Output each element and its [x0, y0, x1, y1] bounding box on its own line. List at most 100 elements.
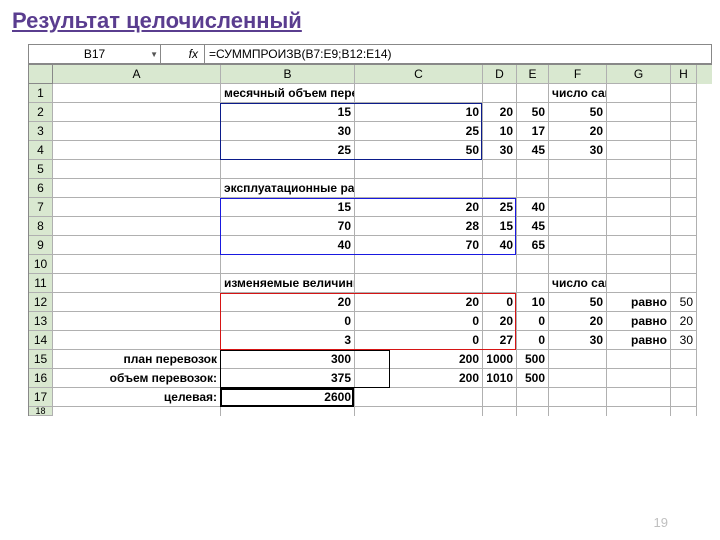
row-header-17[interactable]: 17: [29, 388, 53, 407]
cell-B2[interactable]: 15: [221, 103, 355, 122]
cell-F14[interactable]: 30: [549, 331, 607, 350]
col-header-A[interactable]: A: [53, 65, 221, 84]
cell-D15[interactable]: 1000: [483, 350, 517, 369]
cell-C11[interactable]: [355, 274, 483, 293]
cell-B4[interactable]: 25: [221, 141, 355, 160]
cell-H5[interactable]: [671, 160, 697, 179]
cell-E12[interactable]: 10: [517, 293, 549, 312]
cell-F2[interactable]: 50: [549, 103, 607, 122]
cell-H11[interactable]: [671, 274, 697, 293]
cell-A15[interactable]: план перевозок: [53, 350, 221, 369]
cell-A14[interactable]: [53, 331, 221, 350]
col-header-C[interactable]: C: [355, 65, 483, 84]
cell-A8[interactable]: [53, 217, 221, 236]
cell-A16[interactable]: объем перевозок:: [53, 369, 221, 388]
cell-H18[interactable]: [671, 407, 697, 416]
cell-D11[interactable]: [483, 274, 517, 293]
cell-G6[interactable]: [607, 179, 671, 198]
cell-F16[interactable]: [549, 369, 607, 388]
cell-G3[interactable]: [607, 122, 671, 141]
name-box-dropdown-icon[interactable]: ▼: [150, 50, 158, 59]
cell-E15[interactable]: 500: [517, 350, 549, 369]
cell-D16[interactable]: 1010: [483, 369, 517, 388]
cell-B11[interactable]: изменяемые величины: [221, 274, 355, 293]
cell-C7[interactable]: 20: [355, 198, 483, 217]
row-header-12[interactable]: 12: [29, 293, 53, 312]
cell-D6[interactable]: [483, 179, 517, 198]
cell-G12[interactable]: равно: [607, 293, 671, 312]
cell-H16[interactable]: [671, 369, 697, 388]
cell-G2[interactable]: [607, 103, 671, 122]
cell-E9[interactable]: 65: [517, 236, 549, 255]
cell-E7[interactable]: 40: [517, 198, 549, 217]
cell-F6[interactable]: [549, 179, 607, 198]
cell-F15[interactable]: [549, 350, 607, 369]
cell-H8[interactable]: [671, 217, 697, 236]
cell-F12[interactable]: 50: [549, 293, 607, 312]
cell-F1[interactable]: число самолетов: [549, 84, 607, 103]
row-header-16[interactable]: 16: [29, 369, 53, 388]
cell-D7[interactable]: 25: [483, 198, 517, 217]
cell-C10[interactable]: [355, 255, 483, 274]
cell-F10[interactable]: [549, 255, 607, 274]
row-header-3[interactable]: 3: [29, 122, 53, 141]
cell-G11[interactable]: [607, 274, 671, 293]
row-header-1[interactable]: 1: [29, 84, 53, 103]
cell-A17[interactable]: целевая:: [53, 388, 221, 407]
cell-F17[interactable]: [549, 388, 607, 407]
cell-H10[interactable]: [671, 255, 697, 274]
cell-H7[interactable]: [671, 198, 697, 217]
cell-B9[interactable]: 40: [221, 236, 355, 255]
cell-A3[interactable]: [53, 122, 221, 141]
cell-A13[interactable]: [53, 312, 221, 331]
row-header-15[interactable]: 15: [29, 350, 53, 369]
row-header-8[interactable]: 8: [29, 217, 53, 236]
cell-G1[interactable]: [607, 84, 671, 103]
cell-H9[interactable]: [671, 236, 697, 255]
cell-C1[interactable]: [355, 84, 483, 103]
cell-G8[interactable]: [607, 217, 671, 236]
cell-D8[interactable]: 15: [483, 217, 517, 236]
cell-A4[interactable]: [53, 141, 221, 160]
cell-A6[interactable]: [53, 179, 221, 198]
cell-A5[interactable]: [53, 160, 221, 179]
cell-A10[interactable]: [53, 255, 221, 274]
cell-F9[interactable]: [549, 236, 607, 255]
cell-C17[interactable]: [355, 388, 483, 407]
cell-C12[interactable]: 20: [355, 293, 483, 312]
cell-C6[interactable]: [355, 179, 483, 198]
cell-C2[interactable]: 10: [355, 103, 483, 122]
row-header-18[interactable]: 18: [29, 407, 53, 416]
cell-E2[interactable]: 50: [517, 103, 549, 122]
row-header-5[interactable]: 5: [29, 160, 53, 179]
cell-F7[interactable]: [549, 198, 607, 217]
cell-F4[interactable]: 30: [549, 141, 607, 160]
cell-H13[interactable]: 20: [671, 312, 697, 331]
cell-H4[interactable]: [671, 141, 697, 160]
cell-A7[interactable]: [53, 198, 221, 217]
cell-F5[interactable]: [549, 160, 607, 179]
cell-B6[interactable]: эксплуатационные расходы: [221, 179, 355, 198]
cell-D17[interactable]: [483, 388, 517, 407]
cell-C4[interactable]: 50: [355, 141, 483, 160]
row-header-9[interactable]: 9: [29, 236, 53, 255]
row-header-11[interactable]: 11: [29, 274, 53, 293]
cell-C15[interactable]: 200: [355, 350, 483, 369]
cell-D10[interactable]: [483, 255, 517, 274]
cell-H2[interactable]: [671, 103, 697, 122]
cell-A18[interactable]: [53, 407, 221, 416]
cell-D4[interactable]: 30: [483, 141, 517, 160]
row-header-14[interactable]: 14: [29, 331, 53, 350]
col-header-D[interactable]: D: [483, 65, 517, 84]
cell-B17[interactable]: 2600: [221, 388, 355, 407]
cell-H3[interactable]: [671, 122, 697, 141]
cell-G18[interactable]: [607, 407, 671, 416]
cell-B8[interactable]: 70: [221, 217, 355, 236]
cell-E14[interactable]: 0: [517, 331, 549, 350]
cell-G9[interactable]: [607, 236, 671, 255]
select-all-corner[interactable]: [29, 65, 53, 84]
cell-E1[interactable]: [517, 84, 549, 103]
cell-F13[interactable]: 20: [549, 312, 607, 331]
cell-H14[interactable]: 30: [671, 331, 697, 350]
cell-D3[interactable]: 10: [483, 122, 517, 141]
